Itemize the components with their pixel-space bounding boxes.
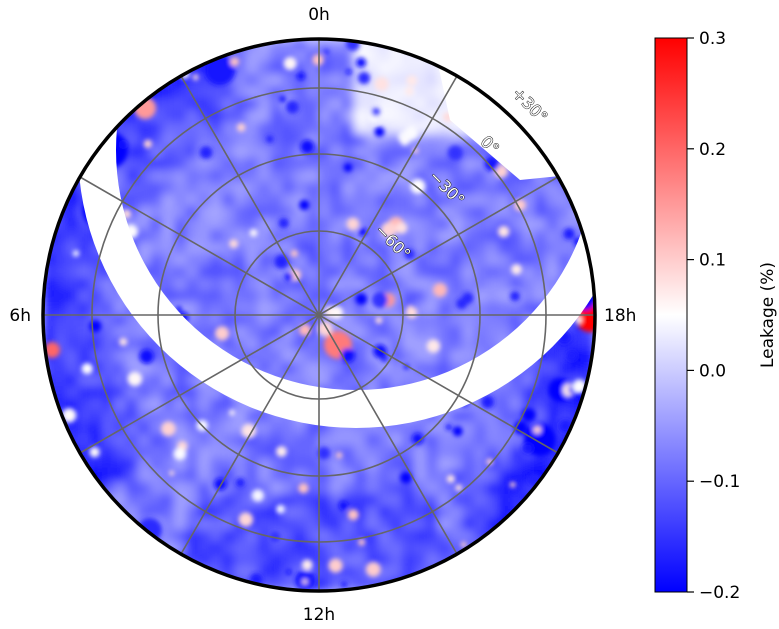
coordinate-grid xyxy=(43,39,595,591)
colorbar-tick-label: −0.1 xyxy=(699,472,740,492)
colorbar-tick-label: 0.0 xyxy=(699,361,726,381)
sky-map xyxy=(43,39,595,591)
ra-gridline xyxy=(318,314,559,454)
ra-label-12h: 12h xyxy=(303,605,335,625)
map-boundary xyxy=(41,37,597,593)
ra-gridline xyxy=(318,176,559,316)
colorbar: 0.3 0.2 0.1 0.0 −0.1 −0.2 Leakage (%) xyxy=(654,29,778,603)
colorbar-tick-label: 0.2 xyxy=(699,140,726,160)
ra-gridline xyxy=(180,314,320,555)
colorbar-label: Leakage (%) xyxy=(758,262,778,368)
ra-gridline xyxy=(180,75,320,316)
ra-gridline xyxy=(79,314,320,454)
ra-label-6h: 6h xyxy=(9,306,31,326)
colorbar-ticks: 0.3 0.2 0.1 0.0 −0.1 −0.2 xyxy=(687,29,740,603)
ra-label-18h: 18h xyxy=(604,306,636,326)
ra-label-0h: 0h xyxy=(308,5,330,25)
colorbar-gradient xyxy=(654,37,688,593)
colorbar-tick-label: 0.3 xyxy=(699,29,726,49)
ra-gridline xyxy=(318,75,458,316)
colorbar-tick-label: −0.2 xyxy=(699,583,740,603)
ra-gridline xyxy=(318,314,458,555)
colorbar-tick-label: 0.1 xyxy=(699,251,726,271)
ra-gridline xyxy=(79,176,320,316)
